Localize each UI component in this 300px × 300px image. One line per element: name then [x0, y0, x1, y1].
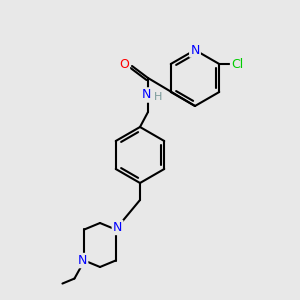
Text: N: N	[141, 88, 151, 101]
Text: N: N	[78, 254, 87, 267]
Text: Cl: Cl	[231, 58, 243, 70]
Text: H: H	[154, 92, 162, 102]
Text: N: N	[190, 44, 200, 56]
Text: O: O	[119, 58, 129, 70]
Text: N: N	[113, 221, 122, 234]
